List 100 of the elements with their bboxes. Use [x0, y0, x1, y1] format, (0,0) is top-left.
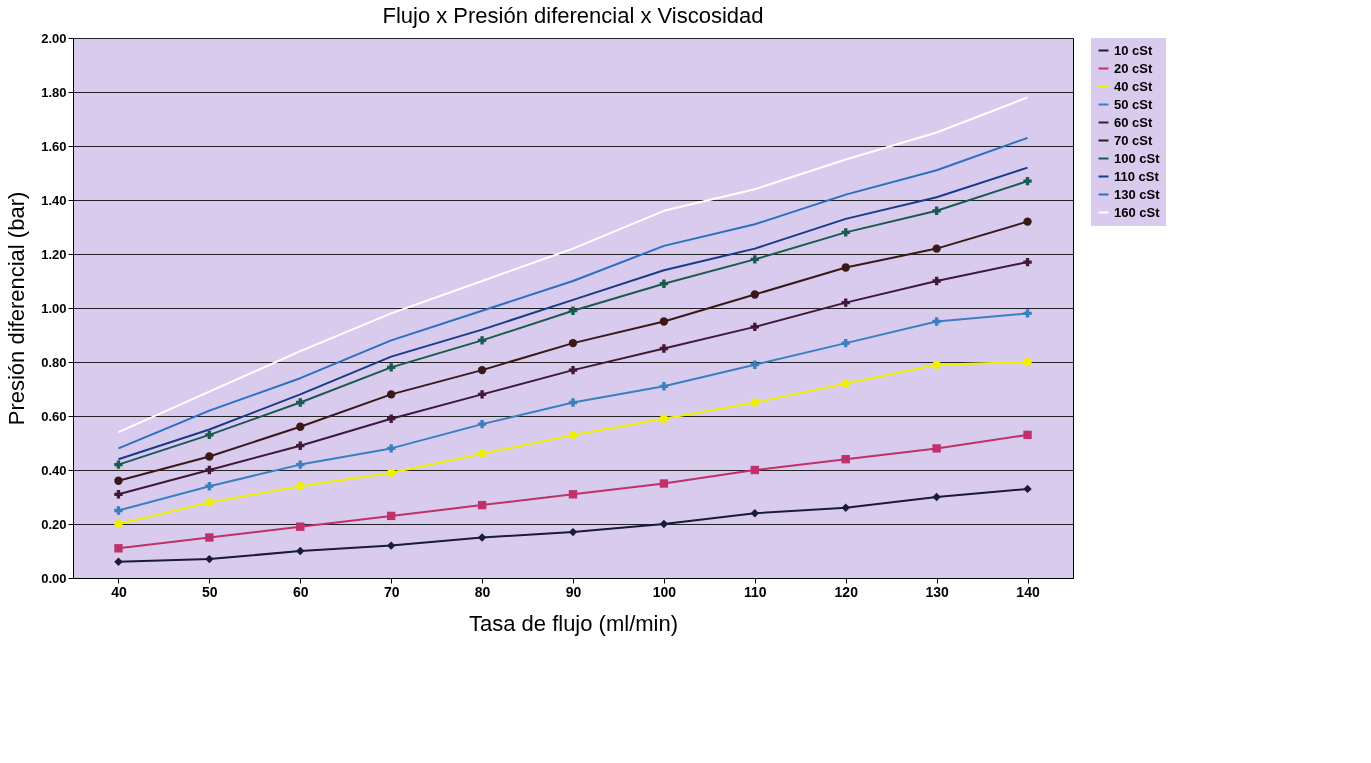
point — [387, 390, 396, 399]
point — [1023, 309, 1032, 318]
legend-label: 130 cSt — [1114, 186, 1161, 202]
point — [114, 490, 123, 499]
point — [477, 365, 487, 375]
point — [1023, 484, 1032, 494]
point — [841, 503, 850, 512]
point — [205, 452, 214, 461]
legend-label: 160 cSt — [1114, 204, 1161, 220]
point — [932, 206, 941, 215]
point — [205, 533, 214, 542]
x-tick-label: 40 — [111, 583, 127, 600]
point — [205, 430, 214, 440]
point — [750, 509, 759, 518]
point — [477, 390, 487, 399]
point — [750, 322, 759, 332]
point — [114, 544, 123, 553]
y-tick-label: 2.00 — [41, 30, 67, 46]
point — [750, 465, 759, 475]
point — [114, 519, 123, 529]
point — [841, 379, 850, 388]
point — [387, 444, 396, 453]
y-tick-label: 1.00 — [41, 300, 67, 316]
x-tick-label: 110 — [744, 583, 767, 600]
legend-label: 100 cSt — [1114, 150, 1161, 166]
point — [477, 500, 487, 510]
point — [659, 344, 669, 353]
point — [568, 365, 578, 375]
point — [932, 244, 941, 253]
point — [114, 476, 123, 485]
point — [296, 398, 305, 407]
point — [932, 492, 941, 502]
point — [387, 363, 396, 372]
point — [568, 306, 578, 315]
point — [205, 465, 214, 475]
x-tick-label: 130 — [925, 583, 950, 600]
point — [205, 498, 214, 507]
point — [932, 317, 941, 326]
point — [477, 336, 487, 345]
y-tick-label: 1.40 — [41, 192, 67, 208]
point — [659, 317, 669, 326]
point — [932, 276, 941, 286]
x-tick-label: 60 — [292, 583, 309, 600]
point — [387, 541, 396, 550]
point — [114, 460, 123, 469]
legend-label: 60 cSt — [1114, 114, 1153, 130]
point — [841, 298, 850, 307]
y-tick-label: 0.00 — [41, 570, 67, 586]
x-tick-label: 80 — [474, 583, 491, 600]
point — [205, 482, 214, 491]
legend-label: 70 cSt — [1114, 132, 1153, 148]
y-axis-title: Presión diferencial (bar) — [4, 191, 30, 426]
point — [841, 455, 850, 464]
point — [659, 414, 669, 423]
point — [1023, 257, 1032, 267]
x-tick-label: 90 — [565, 583, 582, 600]
point — [114, 557, 123, 566]
x-tick-label: 50 — [202, 583, 218, 600]
legend-label: 20 cSt — [1114, 60, 1153, 76]
y-tick-label: 0.80 — [41, 354, 67, 370]
point — [750, 290, 759, 299]
point — [568, 430, 578, 440]
point — [841, 263, 850, 272]
point — [387, 468, 396, 477]
point — [750, 398, 759, 407]
y-tick-label: 0.20 — [41, 516, 67, 532]
line-series — [117, 96, 1029, 434]
point — [205, 554, 214, 564]
legend-label: 40 cSt — [1114, 78, 1153, 94]
point — [932, 444, 941, 453]
point — [477, 419, 487, 429]
x-tick-label: 120 — [834, 583, 859, 600]
y-tick-label: 0.60 — [41, 408, 67, 424]
point — [659, 479, 669, 488]
y-tick-label: 1.60 — [41, 138, 67, 154]
point — [296, 546, 305, 556]
chart-title: Flujo x Presión diferencial x Viscosidad — [382, 3, 764, 28]
point — [568, 527, 578, 537]
point — [1023, 430, 1032, 440]
point — [568, 490, 578, 499]
point — [477, 449, 487, 458]
y-tick-label: 0.40 — [41, 462, 67, 478]
legend-label: 110 cSt — [1114, 168, 1160, 184]
point — [296, 422, 305, 431]
legend-label: 10 cSt — [1114, 42, 1153, 58]
point — [750, 255, 759, 264]
point — [477, 533, 487, 542]
point — [114, 506, 123, 515]
x-tick-label: 100 — [652, 583, 677, 600]
y-tick-label: 1.20 — [41, 246, 67, 262]
point — [659, 382, 669, 391]
point — [841, 338, 850, 348]
x-tick-label: 140 — [1016, 583, 1040, 600]
x-tick-label: 70 — [383, 583, 400, 600]
x-axis-title: Tasa de flujo (ml/min) — [468, 610, 679, 636]
point — [296, 482, 305, 491]
point — [659, 279, 669, 288]
point — [841, 228, 850, 237]
point — [568, 338, 578, 348]
point — [296, 522, 305, 531]
